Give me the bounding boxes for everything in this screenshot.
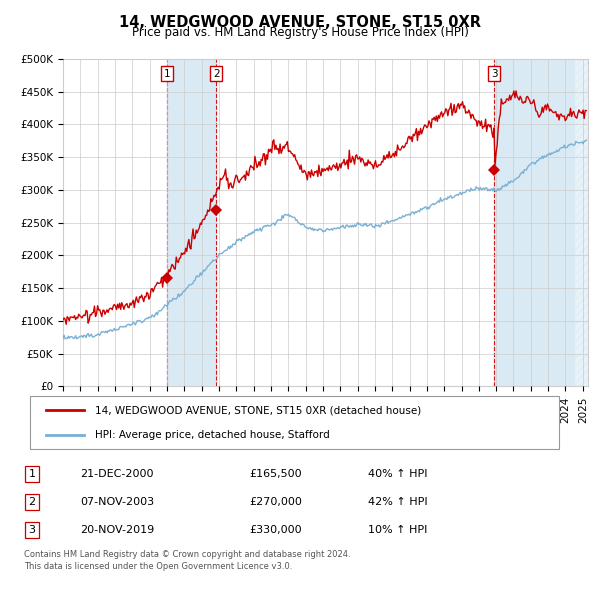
Text: Price paid vs. HM Land Registry's House Price Index (HPI): Price paid vs. HM Land Registry's House …: [131, 26, 469, 39]
Bar: [167, 59, 217, 386]
Text: 42% ↑ HPI: 42% ↑ HPI: [368, 497, 427, 507]
Text: 2: 2: [213, 69, 220, 79]
Text: 2: 2: [29, 497, 35, 507]
Text: 14, WEDGWOOD AVENUE, STONE, ST15 0XR: 14, WEDGWOOD AVENUE, STONE, ST15 0XR: [119, 15, 481, 30]
Text: 1: 1: [164, 69, 170, 79]
Text: 3: 3: [29, 525, 35, 535]
Text: 14, WEDGWOOD AVENUE, STONE, ST15 0XR (detached house): 14, WEDGWOOD AVENUE, STONE, ST15 0XR (de…: [95, 405, 421, 415]
Text: 3: 3: [491, 69, 497, 79]
Bar: [574, 59, 588, 386]
Text: £330,000: £330,000: [249, 525, 302, 535]
Text: £270,000: £270,000: [249, 497, 302, 507]
Text: 1: 1: [29, 469, 35, 479]
Text: 21-DEC-2000: 21-DEC-2000: [80, 469, 154, 479]
Text: £165,500: £165,500: [249, 469, 302, 479]
Text: 40% ↑ HPI: 40% ↑ HPI: [368, 469, 427, 479]
Text: 20-NOV-2019: 20-NOV-2019: [80, 525, 154, 535]
Text: 10% ↑ HPI: 10% ↑ HPI: [368, 525, 427, 535]
Bar: [494, 59, 574, 386]
Text: Contains HM Land Registry data © Crown copyright and database right 2024.: Contains HM Land Registry data © Crown c…: [24, 550, 350, 559]
Text: HPI: Average price, detached house, Stafford: HPI: Average price, detached house, Staf…: [95, 430, 329, 440]
Text: This data is licensed under the Open Government Licence v3.0.: This data is licensed under the Open Gov…: [24, 562, 292, 571]
FancyBboxPatch shape: [30, 396, 559, 449]
Text: 07-NOV-2003: 07-NOV-2003: [80, 497, 154, 507]
